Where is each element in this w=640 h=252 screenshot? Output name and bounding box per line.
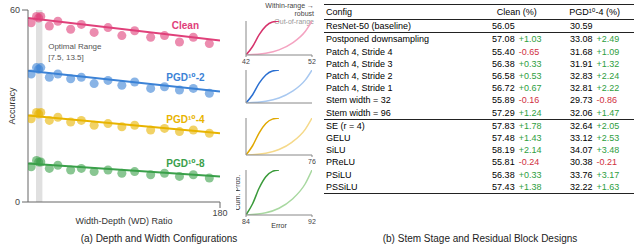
html-text:GELU: GELU [326, 133, 351, 143]
html-text:Stem width = 96: Stem width = 96 [326, 107, 391, 118]
svg-text:60: 60 [10, 5, 20, 15]
svg-text:92: 92 [308, 218, 316, 225]
html-text:33.12 +2.53: 33.12 +2.53 [569, 133, 620, 143]
html-text:31.91 +1.32: 31.91 +1.32 [569, 58, 620, 69]
html-text:(a) Depth and Width Configurat: (a) Depth and Width Configurations [80, 233, 238, 244]
svg-text:Cum. Prob.: Cum. Prob. [236, 175, 241, 210]
html-text:29.73 -0.86: 29.73 -0.86 [569, 95, 617, 106]
html-text:32.06 +1.47: 32.06 +1.47 [569, 107, 620, 118]
html-text:Out-of-range: Out-of-range [274, 18, 314, 25]
svg-text:PGD¹⁰-8: PGD¹⁰-8 [166, 158, 205, 169]
html-text:57.83 +1.78: 57.83 +1.78 [492, 120, 542, 131]
html-text:32.22 +1.63: 32.22 +1.63 [569, 181, 620, 192]
html-text:30.38 -0.21: 30.38 -0.21 [569, 157, 617, 168]
html-text:Config: Config [326, 7, 352, 17]
svg-text:0: 0 [15, 197, 20, 207]
svg-text:Clean: Clean [172, 20, 199, 31]
svg-text:Optimal Range: Optimal Range [48, 42, 102, 51]
html-text:(b) Stem Stage and Residual Bl: (b) Stem Stage and Residual Block Design… [382, 233, 578, 244]
html-text:57.43 +1.38: 57.43 +1.38 [492, 181, 542, 192]
html-text:SiLU: SiLU [326, 145, 346, 156]
html-text:55.40 -0.65: 55.40 -0.65 [492, 46, 540, 57]
html-text:31.68 +1.09: 31.68 +1.09 [569, 46, 620, 57]
html-text:55.81 -0.24: 55.81 -0.24 [492, 157, 540, 168]
svg-text:Error: Error [271, 222, 287, 228]
html-text:Patch 4, Stride 3: Patch 4, Stride 3 [326, 58, 393, 69]
html-text:56.72 +0.67: 56.72 +0.67 [492, 83, 542, 94]
html-text:PGD¹⁰-4 (%): PGD¹⁰-4 (%) [569, 7, 620, 17]
html-text:Clean (%): Clean (%) [496, 7, 537, 17]
html-text:56.05: 56.05 [492, 21, 515, 32]
svg-text:180: 180 [212, 208, 227, 218]
html-text:57.48 +1.43: 57.48 +1.43 [492, 133, 542, 143]
html-text:57.29 +1.24: 57.29 +1.24 [492, 107, 542, 118]
svg-text:52: 52 [308, 58, 316, 65]
html-text:Patch 4, Stride 2: Patch 4, Stride 2 [326, 71, 393, 81]
html-text:56.58 +0.53: 56.58 +0.53 [492, 71, 542, 81]
svg-text:Width-Depth (WD) Ratio: Width-Depth (WD) Ratio [75, 216, 172, 226]
html-text:30.59: 30.59 [569, 21, 593, 32]
html-text:Postponed downsampling: Postponed downsampling [326, 34, 430, 45]
html-text:Within-range → robust: Within-range → robust [265, 2, 314, 17]
html-text:55.89 -0.16: 55.89 -0.16 [492, 95, 540, 106]
html-text:Patch 4, Stride 4: Patch 4, Stride 4 [326, 46, 393, 57]
html-text:34.07 +3.48: 34.07 +3.48 [569, 145, 620, 156]
svg-text:76: 76 [308, 158, 316, 165]
html-text:32.64 +2.05: 32.64 +2.05 [569, 120, 620, 131]
svg-text:PGD¹⁰-4: PGD¹⁰-4 [166, 114, 205, 125]
svg-text:[7.5, 13.5]: [7.5, 13.5] [48, 53, 84, 62]
svg-text:84: 84 [242, 218, 250, 225]
html-text:32.83 +2.24: 32.83 +2.24 [569, 71, 620, 81]
svg-text:42: 42 [242, 58, 250, 65]
html-text:33.08 +2.49: 33.08 +2.49 [569, 34, 620, 45]
html-text:PSiLU: PSiLU [326, 169, 352, 180]
html-text:33.76 +3.17: 33.76 +3.17 [569, 169, 620, 180]
html-text:Stem width = 32: Stem width = 32 [326, 95, 391, 106]
html-text:56.38 +0.33: 56.38 +0.33 [492, 58, 542, 69]
html-text:ResNet-50 (baseline): ResNet-50 (baseline) [326, 21, 411, 32]
html-text:32.81 +2.22: 32.81 +2.22 [569, 83, 620, 94]
html-text:PReLU: PReLU [326, 157, 355, 168]
svg-text:PGD¹⁰-2: PGD¹⁰-2 [166, 72, 205, 83]
html-text:SE (r = 4): SE (r = 4) [326, 120, 365, 131]
html-text:58.19 +2.14: 58.19 +2.14 [492, 145, 542, 156]
html-text:PSSiLU: PSSiLU [326, 181, 358, 192]
html-text:56.38 +0.33: 56.38 +0.33 [492, 169, 542, 180]
html-text:57.08 +1.03: 57.08 +1.03 [492, 34, 542, 45]
svg-text:Accuracy: Accuracy [8, 87, 17, 125]
html-text:Patch 4, Stride 1: Patch 4, Stride 1 [326, 83, 393, 94]
